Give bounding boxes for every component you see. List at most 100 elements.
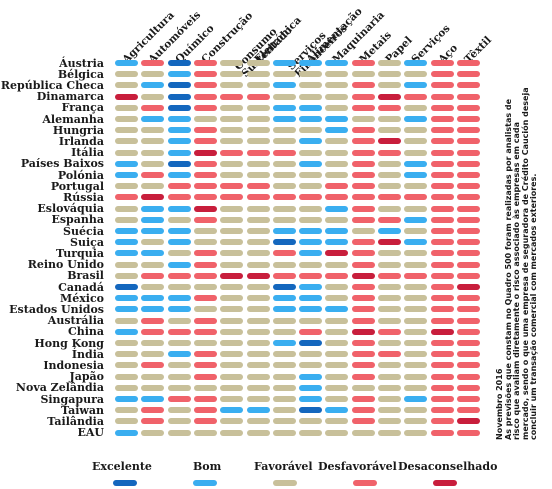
rating-cell-dinamarca-servicos xyxy=(404,93,428,100)
rating-cell-eau-automoveis xyxy=(141,429,165,436)
rating-cell-estados-unidos-alimentacao xyxy=(299,306,323,313)
rating-cell-indonesia-consumo-sustentado xyxy=(220,362,244,369)
rating-cell-irlanda-servicos-financeiros xyxy=(272,138,296,145)
rating-cell-hungria-alimentacao xyxy=(299,127,323,134)
rating-cell-japao-papel xyxy=(378,373,401,380)
rating-cell-dinamarca-quimico xyxy=(167,93,191,100)
rating-cell-russia-alimentacao xyxy=(299,194,323,201)
rating-cell-nova-zelandia-alimentacao xyxy=(299,384,323,391)
rating-cell-espanha-quimico xyxy=(167,216,191,223)
rating-cell-china-maquinaria xyxy=(325,328,349,335)
rating-cell-polonia-maquinaria xyxy=(325,172,349,178)
rating-cell-suica-maquinaria xyxy=(325,239,349,246)
rating-cell-turquia-agricultura xyxy=(115,250,138,257)
rating-cell-tailandia-papel xyxy=(378,418,401,425)
rating-cell-india-agricultura xyxy=(115,351,138,358)
rating-cell-paises-baixos-eletronica xyxy=(246,160,270,167)
country-label: Áustria xyxy=(59,56,104,70)
rating-cell-suecia-maquinaria xyxy=(325,228,349,234)
rating-cell-canada-papel xyxy=(378,284,401,290)
rating-cell-paises-baixos-automoveis xyxy=(141,160,165,167)
rating-cell-polonia-agricultura xyxy=(115,172,138,178)
rating-cell-republica-checa-construcao xyxy=(193,82,217,89)
rating-cell-indonesia-servicos-financeiros xyxy=(272,362,296,369)
rating-cell-austria-consumo-sustentado xyxy=(220,60,244,66)
rating-cell-suica-servicos-financeiros xyxy=(272,239,296,246)
rating-cell-eau-maquinaria xyxy=(325,429,349,436)
rating-cell-nova-zelandia-maquinaria xyxy=(325,384,349,391)
rating-cell-india-metais xyxy=(351,351,375,358)
rating-cell-indonesia-alimentacao xyxy=(299,362,323,369)
rating-cell-reino-unido-papel xyxy=(378,261,401,268)
rating-cell-nova-zelandia-servicos xyxy=(404,384,428,391)
rating-cell-nova-zelandia-metais xyxy=(351,384,375,391)
rating-cell-nova-zelandia-eletronica xyxy=(246,384,270,391)
rating-cell-paises-baixos-metais xyxy=(351,160,375,167)
rating-cell-taiwan-construcao xyxy=(193,407,217,414)
rating-cell-eslovaquia-eletronica xyxy=(246,205,270,212)
rating-cell-japao-agricultura xyxy=(115,373,138,380)
rating-cell-alemanha-papel xyxy=(378,116,401,122)
rating-cell-australia-quimico xyxy=(167,317,191,324)
rating-cell-australia-textil xyxy=(456,317,480,324)
rating-cell-canada-servicos xyxy=(404,284,428,290)
rating-cell-suecia-construcao xyxy=(193,228,217,234)
rating-cell-china-textil xyxy=(456,328,480,335)
rating-cell-russia-quimico xyxy=(167,194,191,201)
legend-swatch-desaconselhado xyxy=(433,480,457,486)
rating-cell-estados-unidos-construcao xyxy=(193,306,217,313)
rating-cell-australia-agricultura xyxy=(115,317,138,324)
rating-cell-indonesia-agricultura xyxy=(115,362,138,369)
rating-cell-reino-unido-construcao xyxy=(193,261,217,268)
rating-cell-reino-unido-quimico xyxy=(167,261,191,268)
rating-cell-brasil-servicos xyxy=(404,272,428,279)
rating-cell-hungria-textil xyxy=(456,127,480,134)
rating-cell-republica-checa-eletronica xyxy=(246,82,270,89)
rating-cell-polonia-automoveis xyxy=(141,172,165,178)
rating-cell-hungria-eletronica xyxy=(246,127,270,134)
country-label: Alemanha xyxy=(42,112,104,126)
rating-cell-china-aco xyxy=(430,328,454,335)
country-label: Austrália xyxy=(47,314,104,328)
legend-swatch-bom xyxy=(193,480,217,486)
rating-cell-irlanda-quimico xyxy=(167,138,191,145)
rating-cell-eslovaquia-quimico xyxy=(167,205,191,212)
rating-cell-suica-papel xyxy=(378,239,401,246)
rating-cell-eslovaquia-consumo-sustentado xyxy=(220,205,244,212)
rating-cell-irlanda-papel xyxy=(378,138,401,145)
rating-cell-hong-kong-textil xyxy=(456,340,480,346)
rating-cell-italia-metais xyxy=(351,149,375,156)
rating-cell-hong-kong-papel xyxy=(378,340,401,346)
rating-cell-japao-servicos xyxy=(404,373,428,380)
rating-cell-eau-metais xyxy=(351,429,375,436)
rating-cell-singapura-textil xyxy=(456,396,480,402)
rating-cell-singapura-automoveis xyxy=(141,396,165,402)
rating-cell-china-metais xyxy=(351,328,375,335)
rating-cell-franca-servicos-financeiros xyxy=(272,104,296,111)
rating-cell-estados-unidos-metais xyxy=(351,306,375,313)
rating-cell-austria-maquinaria xyxy=(325,60,349,66)
rating-cell-franca-aco xyxy=(430,104,454,111)
rating-cell-belgica-metais xyxy=(351,71,375,78)
rating-cell-turquia-metais xyxy=(351,250,375,257)
rating-cell-russia-aco xyxy=(430,194,454,201)
rating-cell-tailandia-quimico xyxy=(167,418,191,425)
rating-cell-nova-zelandia-consumo-sustentado xyxy=(220,384,244,391)
rating-cell-tailandia-maquinaria xyxy=(325,418,349,425)
country-label: Indonesia xyxy=(43,358,104,372)
rating-cell-polonia-servicos xyxy=(404,172,428,178)
rating-cell-reino-unido-textil xyxy=(456,261,480,268)
rating-cell-italia-eletronica xyxy=(246,149,270,156)
rating-cell-china-servicos xyxy=(404,328,428,335)
rating-cell-espanha-alimentacao xyxy=(299,216,323,223)
country-label: Suécia xyxy=(63,224,104,238)
rating-cell-australia-maquinaria xyxy=(325,317,349,324)
side-note: Novembro 2016 As previsões que constam n… xyxy=(495,40,539,440)
rating-cell-belgica-automoveis xyxy=(141,71,165,78)
rating-cell-dinamarca-consumo-sustentado xyxy=(220,93,244,100)
country-label: Dinamarca xyxy=(36,90,104,104)
rating-cell-polonia-eletronica xyxy=(246,172,270,178)
rating-cell-japao-construcao xyxy=(193,373,217,380)
rating-cell-india-quimico xyxy=(167,351,191,358)
legend-label-desfavoravel: Desfavorável xyxy=(318,460,397,473)
